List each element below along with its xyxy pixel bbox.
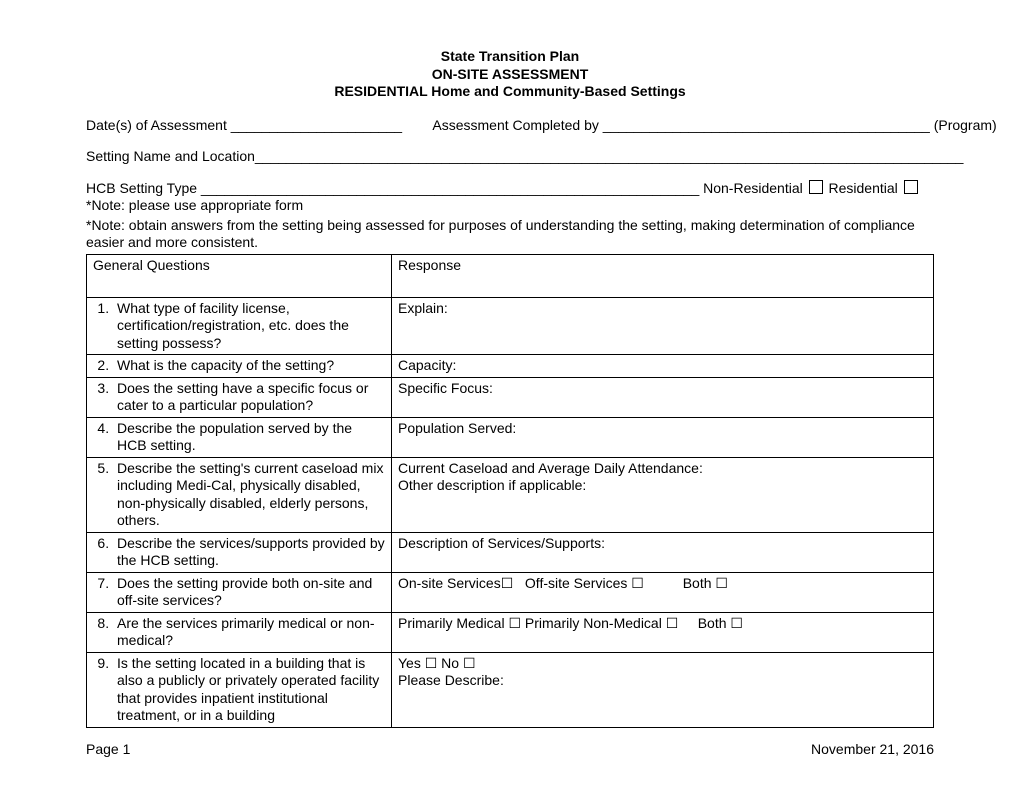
question-cell: Does the setting have a specific focus o…	[87, 377, 392, 417]
note-1-text: please use appropriate form	[125, 197, 303, 213]
footer-date: November 21, 2016	[811, 741, 934, 759]
table-row: Is the setting located in a building tha…	[87, 652, 934, 727]
document-header: State Transition Plan ON-SITE ASSESSMENT…	[86, 48, 934, 101]
completed-by-label: Assessment Completed by ________________…	[432, 117, 996, 133]
question-text: Are the services primarily medical or no…	[113, 615, 385, 650]
page-footer: Page 1 November 21, 2016	[86, 741, 934, 759]
question-text: Does the setting have a specific focus o…	[113, 380, 385, 415]
question-cell: Describe the setting's current caseload …	[87, 457, 392, 532]
header-line-1: State Transition Plan	[86, 48, 934, 66]
question-text: What type of facility license, certifica…	[113, 300, 385, 353]
question-text: Describe the services/supports provided …	[113, 535, 385, 570]
question-cell: What type of facility license, certifica…	[87, 297, 392, 355]
note-2: *Note: obtain answers from the setting b…	[86, 217, 934, 252]
response-cell: Current Caseload and Average Daily Atten…	[392, 457, 934, 532]
question-cell: Describe the services/supports provided …	[87, 532, 392, 572]
note-2-prefix: *Note:	[86, 217, 125, 233]
response-cell: On-site Services☐ Off-site Services ☐ Bo…	[392, 572, 934, 612]
header-questions: General Questions	[87, 254, 392, 297]
question-text: Is the setting located in a building tha…	[113, 655, 385, 725]
question-cell: Does the setting provide both on-site an…	[87, 572, 392, 612]
table-row: Does the setting provide both on-site an…	[87, 572, 934, 612]
response-cell: Capacity:	[392, 355, 934, 378]
note-1-prefix: *Note:	[86, 197, 125, 213]
note-2-text: obtain answers from the setting being as…	[86, 217, 915, 251]
non-residential-label: Non-Residential	[703, 180, 803, 196]
table-row: Are the services primarily medical or no…	[87, 612, 934, 652]
table-header-row: General Questions Response	[87, 254, 934, 297]
table-row: Describe the services/supports provided …	[87, 532, 934, 572]
residential-label: Residential	[829, 180, 898, 196]
page: State Transition Plan ON-SITE ASSESSMENT…	[0, 0, 1020, 788]
question-text: What is the capacity of the setting?	[113, 357, 385, 375]
row-hcb-type: HCB Setting Type _______________________…	[86, 180, 934, 198]
table-row: What is the capacity of the setting? Capa…	[87, 355, 934, 378]
note-1: *Note: please use appropriate form	[86, 197, 934, 215]
questions-table: General Questions Response What type of …	[86, 254, 934, 728]
non-residential-checkbox[interactable]	[809, 180, 823, 194]
date-of-assessment-label: Date(s) of Assessment __________________…	[86, 117, 402, 133]
table-row: Does the setting have a specific focus o…	[87, 377, 934, 417]
response-cell: Primarily Medical ☐ Primarily Non-Medica…	[392, 612, 934, 652]
question-cell: Describe the population served by the HC…	[87, 417, 392, 457]
setting-name-label: Setting Name and Location_______________…	[86, 148, 963, 164]
page-number: Page 1	[86, 741, 130, 759]
hcb-type-label: HCB Setting Type _______________________…	[86, 180, 699, 196]
response-cell: Description of Services/Supports:	[392, 532, 934, 572]
question-text: Describe the population served by the HC…	[113, 420, 385, 455]
question-cell: What is the capacity of the setting?	[87, 355, 392, 378]
header-response: Response	[392, 254, 934, 297]
response-cell: Explain:	[392, 297, 934, 355]
response-cell: Specific Focus:	[392, 377, 934, 417]
response-cell: Population Served:	[392, 417, 934, 457]
header-line-2: ON-SITE ASSESSMENT	[86, 66, 934, 84]
table-row: Describe the setting's current caseload …	[87, 457, 934, 532]
question-cell: Are the services primarily medical or no…	[87, 612, 392, 652]
question-cell: Is the setting located in a building tha…	[87, 652, 392, 727]
table-row: Describe the population served by the HC…	[87, 417, 934, 457]
header-line-3: RESIDENTIAL Home and Community-Based Set…	[86, 83, 934, 101]
row-date-assessor: Date(s) of Assessment __________________…	[86, 117, 934, 135]
response-cell: Yes ☐ No ☐Please Describe:	[392, 652, 934, 727]
question-text: Does the setting provide both on-site an…	[113, 575, 385, 610]
table-row: What type of facility license, certifica…	[87, 297, 934, 355]
question-text: Describe the setting's current caseload …	[113, 460, 385, 530]
residential-checkbox[interactable]	[904, 180, 918, 194]
row-setting-name: Setting Name and Location_______________…	[86, 148, 934, 166]
